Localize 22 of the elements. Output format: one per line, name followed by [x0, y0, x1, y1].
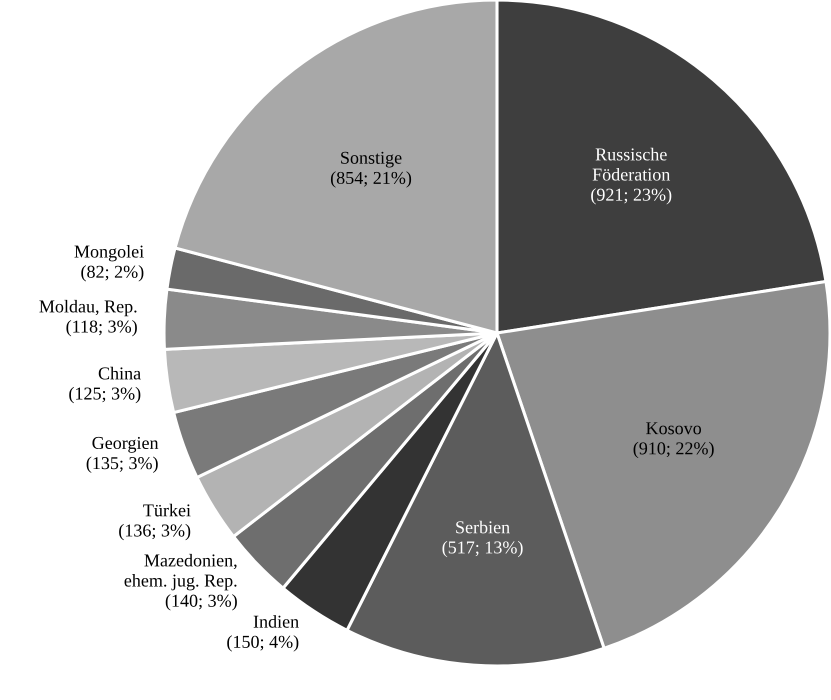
data-label: (118; 3%) — [66, 320, 137, 336]
slice-label: Serbien — [456, 520, 510, 534]
slice-label: Mazedonien, ehem. jug. Rep. — [124, 554, 237, 590]
data-label: (854; 21%) — [330, 171, 412, 188]
slice-label: Russische Föderation — [592, 148, 670, 181]
data-label: (136; 3%) — [119, 524, 190, 540]
data-label: (82; 2%) — [81, 265, 144, 282]
data-label: (517; 13%) — [442, 540, 523, 558]
data-label: (140; 3%) — [166, 594, 237, 611]
slice-label: Kosovo — [646, 422, 702, 434]
data-label: (150; 4%) — [227, 635, 298, 652]
slice-label: Georgien — [92, 436, 158, 453]
slice-label: Indien — [254, 615, 299, 628]
data-label: (910; 22%) — [634, 442, 714, 458]
data-label: (125; 3%) — [69, 386, 140, 404]
slice-label: Türkei — [143, 504, 191, 516]
data-label: (921; 23%) — [591, 188, 672, 204]
slice-label: Mongolei — [74, 244, 144, 262]
data-label: (135; 3%) — [86, 456, 158, 473]
slice-label: China — [98, 366, 141, 380]
slice-label: Moldau, Rep. — [39, 300, 136, 316]
slice-label: Sonstige — [341, 152, 402, 168]
